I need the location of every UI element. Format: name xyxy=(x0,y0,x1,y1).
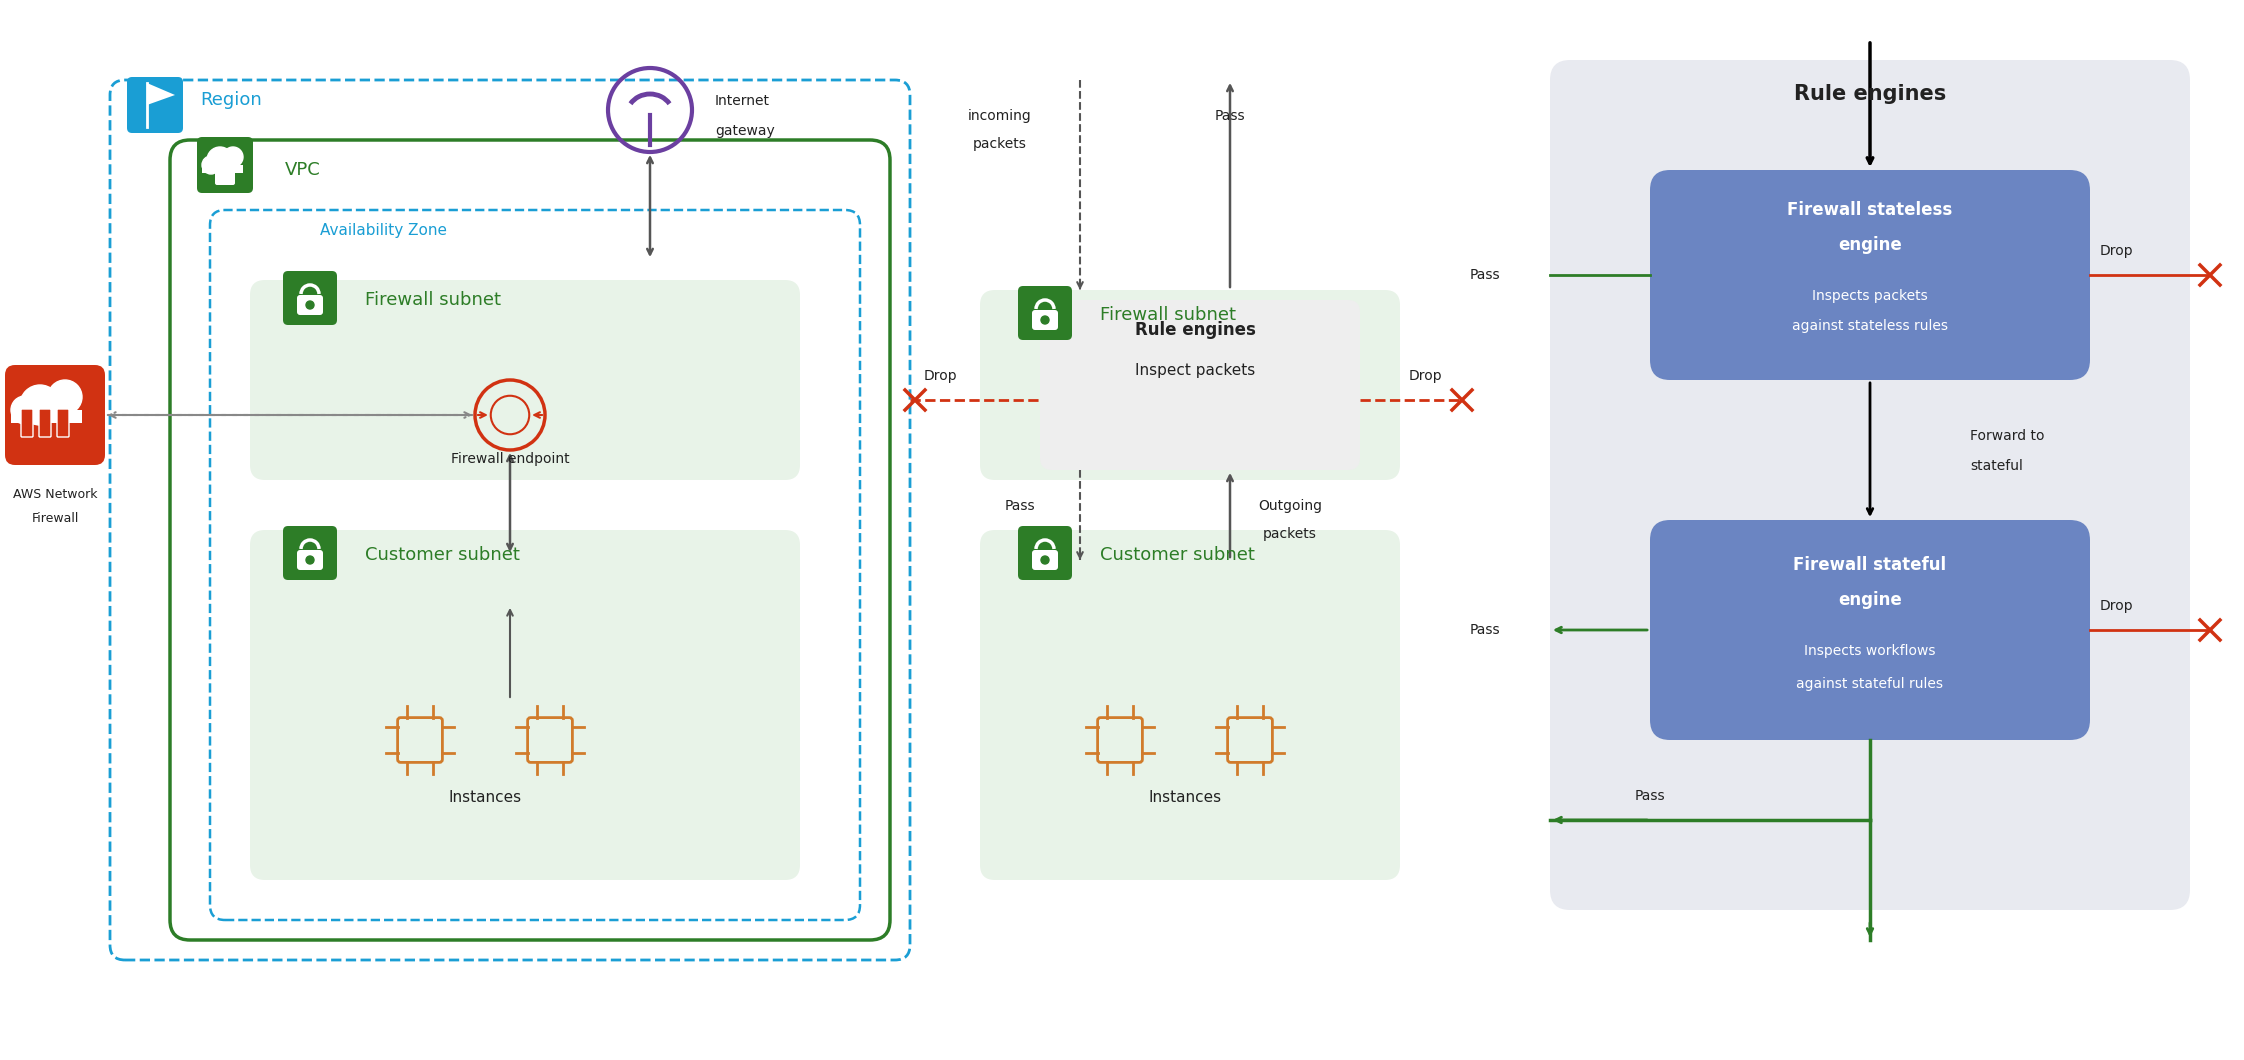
FancyBboxPatch shape xyxy=(249,280,801,480)
Text: Drop: Drop xyxy=(1409,369,1443,383)
Text: engine: engine xyxy=(1838,591,1903,609)
Text: Firewall subnet: Firewall subnet xyxy=(366,292,500,310)
Text: Firewall stateful: Firewall stateful xyxy=(1793,556,1946,575)
Text: packets: packets xyxy=(1263,527,1317,541)
Text: Pass: Pass xyxy=(1634,789,1665,803)
Text: Rule engines: Rule engines xyxy=(1793,84,1946,104)
FancyBboxPatch shape xyxy=(20,409,34,437)
FancyBboxPatch shape xyxy=(1019,286,1073,340)
Text: Pass: Pass xyxy=(1214,109,1245,123)
Polygon shape xyxy=(148,83,175,105)
Text: Availability Zone: Availability Zone xyxy=(321,223,447,238)
Text: Internet: Internet xyxy=(716,94,770,108)
Text: AWS Network: AWS Network xyxy=(13,488,96,501)
FancyBboxPatch shape xyxy=(296,550,323,570)
FancyBboxPatch shape xyxy=(296,295,323,315)
FancyBboxPatch shape xyxy=(1649,520,2089,740)
FancyBboxPatch shape xyxy=(215,169,236,185)
Text: Firewall subnet: Firewall subnet xyxy=(1100,306,1236,324)
Text: Firewall stateless: Firewall stateless xyxy=(1788,201,1952,219)
Text: Pass: Pass xyxy=(1005,499,1034,513)
Text: Firewall endpoint: Firewall endpoint xyxy=(451,452,570,466)
FancyBboxPatch shape xyxy=(1039,300,1360,470)
Circle shape xyxy=(305,301,314,310)
FancyBboxPatch shape xyxy=(1032,550,1057,570)
Circle shape xyxy=(1041,556,1048,564)
FancyBboxPatch shape xyxy=(38,409,52,437)
Text: Firewall: Firewall xyxy=(31,512,79,525)
FancyBboxPatch shape xyxy=(1551,60,2190,909)
FancyBboxPatch shape xyxy=(4,365,105,465)
Text: Customer subnet: Customer subnet xyxy=(366,546,521,564)
FancyBboxPatch shape xyxy=(283,526,337,580)
Text: Drop: Drop xyxy=(2100,244,2134,258)
Text: Drop: Drop xyxy=(2100,599,2134,613)
Polygon shape xyxy=(11,410,83,423)
Text: Outgoing: Outgoing xyxy=(1259,499,1322,513)
Text: Pass: Pass xyxy=(1470,623,1499,637)
Circle shape xyxy=(47,379,83,414)
Text: Inspect packets: Inspect packets xyxy=(1135,363,1254,378)
FancyBboxPatch shape xyxy=(249,530,801,880)
Text: incoming: incoming xyxy=(967,109,1032,123)
Text: Rule engines: Rule engines xyxy=(1135,321,1254,339)
Text: Forward to: Forward to xyxy=(1970,429,2044,443)
Circle shape xyxy=(222,147,242,167)
Text: Customer subnet: Customer subnet xyxy=(1100,546,1254,564)
Text: against stateful rules: against stateful rules xyxy=(1797,677,1943,691)
Text: VPC: VPC xyxy=(285,161,321,179)
FancyBboxPatch shape xyxy=(1032,310,1057,330)
FancyBboxPatch shape xyxy=(981,530,1400,880)
Circle shape xyxy=(202,156,220,174)
FancyBboxPatch shape xyxy=(283,271,337,325)
Circle shape xyxy=(206,147,233,173)
Text: engine: engine xyxy=(1838,236,1903,254)
FancyBboxPatch shape xyxy=(1019,526,1073,580)
Text: against stateless rules: against stateless rules xyxy=(1793,319,1948,333)
Text: Instances: Instances xyxy=(449,790,521,805)
Text: Pass: Pass xyxy=(1470,268,1499,282)
Circle shape xyxy=(1041,316,1048,324)
Text: gateway: gateway xyxy=(716,124,774,138)
FancyBboxPatch shape xyxy=(1649,170,2089,379)
FancyBboxPatch shape xyxy=(128,77,184,132)
Text: packets: packets xyxy=(974,137,1028,151)
Text: Instances: Instances xyxy=(1149,790,1221,805)
Text: stateful: stateful xyxy=(1970,459,2022,473)
Circle shape xyxy=(20,385,61,425)
Text: Region: Region xyxy=(200,91,263,109)
FancyBboxPatch shape xyxy=(197,137,254,193)
FancyBboxPatch shape xyxy=(981,290,1400,480)
FancyBboxPatch shape xyxy=(56,409,70,437)
Circle shape xyxy=(11,396,38,424)
Text: Inspects packets: Inspects packets xyxy=(1813,289,1928,303)
Text: Inspects workflows: Inspects workflows xyxy=(1804,644,1937,658)
Circle shape xyxy=(305,556,314,564)
Polygon shape xyxy=(202,165,242,173)
Text: Drop: Drop xyxy=(922,369,956,383)
